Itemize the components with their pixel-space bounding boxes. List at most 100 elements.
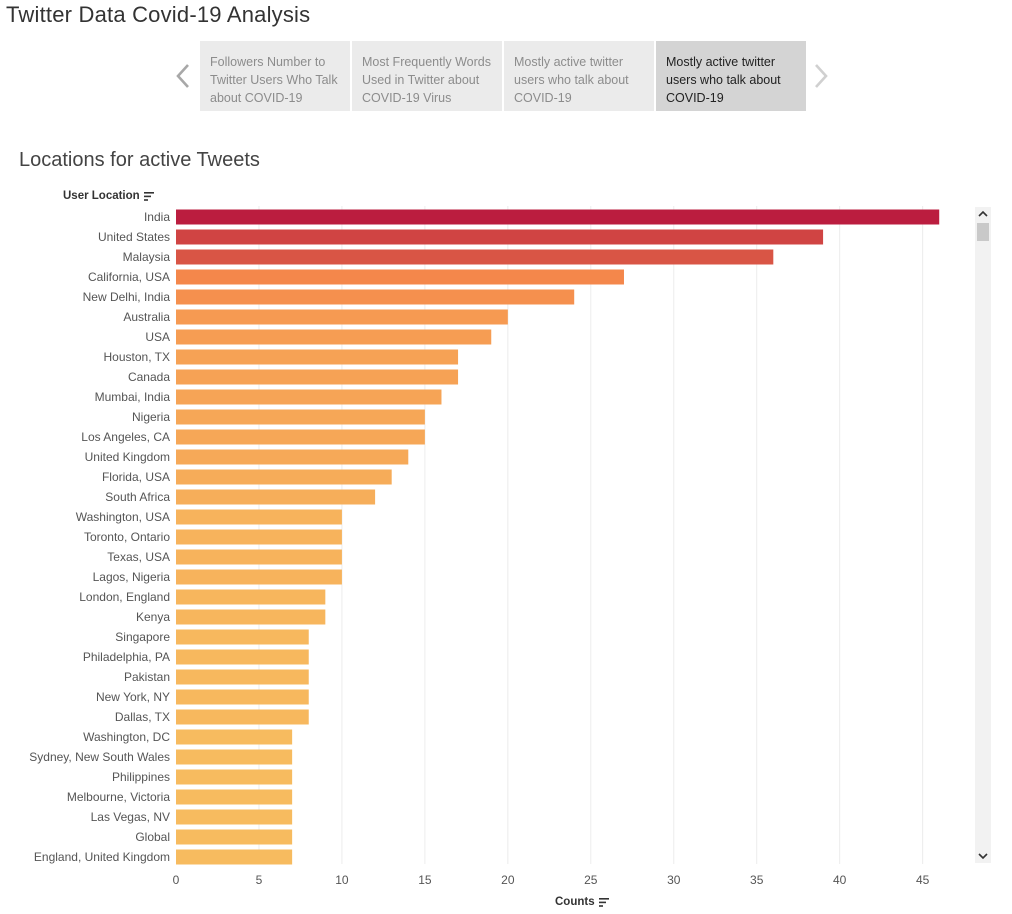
story-tab-label: Mostly active twitter users who talk abo… [666,55,781,105]
category-label: Canada [128,370,170,384]
story-tab-label: Most Frequently Words Used in Twitter ab… [362,55,491,105]
bar[interactable] [176,369,459,385]
x-tick-label: 10 [335,873,349,887]
row-field-label: User Location [63,190,140,202]
bar[interactable] [176,849,293,865]
story-tab-label: Followers Number to Twitter Users Who Ta… [210,55,338,105]
category-label: Toronto, Ontario [84,530,170,544]
category-label: Lagos, Nigeria [93,570,171,584]
category-label: Mumbai, India [95,390,171,404]
bar[interactable] [176,429,425,445]
bar[interactable] [176,269,624,285]
bar[interactable] [176,809,293,825]
x-tick-label: 40 [833,873,847,887]
bar[interactable] [176,309,508,325]
category-label: New Delhi, India [83,290,171,304]
category-label: Melbourne, Victoria [67,790,170,804]
scroll-up-icon[interactable] [975,207,991,221]
category-label: Texas, USA [107,550,170,564]
sort-descending-icon[interactable] [143,191,154,201]
x-axis-title[interactable]: Counts [555,896,609,908]
scroll-down-icon[interactable] [975,849,991,863]
bar[interactable] [176,589,326,605]
category-label: Washington, USA [76,510,170,524]
category-label: Kenya [136,610,170,624]
bar[interactable] [176,689,309,705]
x-tick-label: 20 [501,873,515,887]
category-label: USA [145,330,170,344]
category-label: Singapore [115,630,170,644]
category-label: Washington, DC [83,730,170,744]
bar[interactable] [176,289,575,305]
sort-descending-icon[interactable] [598,897,609,907]
category-label: India [144,210,170,224]
bar[interactable] [176,709,309,725]
category-label: Australia [123,310,170,324]
category-label: Sydney, New South Wales [29,750,170,764]
x-tick-label: 15 [418,873,432,887]
category-label: Los Angeles, CA [81,430,170,444]
bar[interactable] [176,549,342,565]
bar[interactable] [176,449,409,465]
bar-chart: India United States Malaysia California, US… [29,206,940,887]
vertical-scrollbar[interactable] [975,207,991,863]
app-title: Twitter Data Covid-19 Analysis [6,2,311,27]
chevron-left-icon[interactable] [168,40,198,112]
scroll-thumb[interactable] [977,223,989,241]
bar[interactable] [176,329,492,345]
bar[interactable] [176,489,376,505]
category-label: Las Vegas, NV [91,810,170,824]
category-label: Philadelphia, PA [83,650,170,664]
x-tick-label: 5 [256,873,263,887]
bar[interactable] [176,409,425,425]
x-axis-label: Counts [555,896,595,908]
chevron-right-icon[interactable] [806,40,836,112]
category-label: Dallas, TX [115,710,170,724]
bar[interactable] [176,469,392,485]
bar[interactable] [176,249,774,265]
bar[interactable] [176,529,342,545]
category-label: United Kingdom [85,450,170,464]
bar[interactable] [176,729,293,745]
story-navigator: Followers Number to Twitter Users Who Ta… [168,40,838,112]
category-label: Houston, TX [104,350,170,364]
story-tab-active-users-current[interactable]: Mostly active twitter users who talk abo… [656,41,806,111]
row-field-header[interactable]: User Location [63,190,154,202]
bar[interactable] [176,209,940,225]
sheet-title: Locations for active Tweets [19,149,260,171]
category-label: Philippines [112,770,170,784]
x-tick-label: 30 [667,873,681,887]
category-label: California, USA [88,270,170,284]
bar[interactable] [176,789,293,805]
bar[interactable] [176,229,824,245]
category-label: Malaysia [123,250,171,264]
story-tab-label: Mostly active twitter users who talk abo… [514,55,629,105]
bar[interactable] [176,349,459,365]
bar[interactable] [176,669,309,685]
category-label: Florida, USA [102,470,170,484]
category-label: New York, NY [96,690,170,704]
category-label: London, England [79,590,170,604]
bar[interactable] [176,609,326,625]
category-label: United States [98,230,170,244]
story-tab-active-users[interactable]: Mostly active twitter users who talk abo… [504,41,654,111]
category-label: England, United Kingdom [34,850,170,864]
category-label: South Africa [105,490,170,504]
bar[interactable] [176,749,293,765]
x-tick-label: 35 [750,873,764,887]
bar[interactable] [176,509,342,525]
bar[interactable] [176,389,442,405]
bar[interactable] [176,649,309,665]
category-label: Pakistan [124,670,170,684]
x-tick-label: 45 [916,873,930,887]
story-tab-followers[interactable]: Followers Number to Twitter Users Who Ta… [200,41,350,111]
story-tab-frequent-words[interactable]: Most Frequently Words Used in Twitter ab… [352,41,502,111]
bar[interactable] [176,829,293,845]
x-tick-label: 25 [584,873,598,887]
bar[interactable] [176,769,293,785]
x-tick-label: 0 [173,873,180,887]
category-label: Global [135,830,170,844]
category-label: Nigeria [132,410,170,424]
bar[interactable] [176,629,309,645]
bar[interactable] [176,569,342,585]
